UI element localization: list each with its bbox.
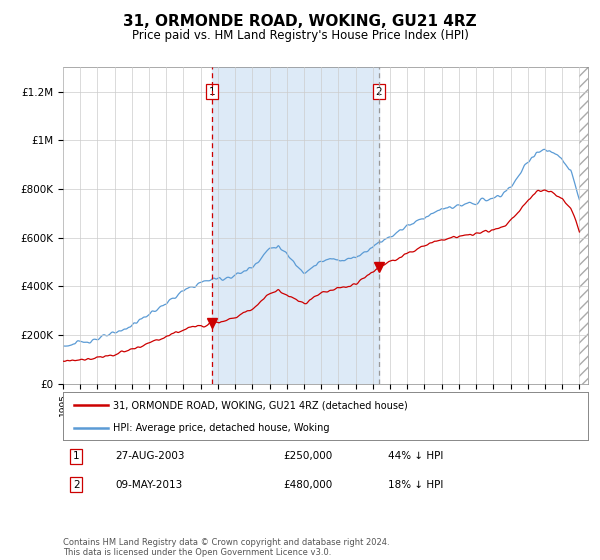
Text: 2: 2: [376, 87, 382, 96]
Text: 31, ORMONDE ROAD, WOKING, GU21 4RZ: 31, ORMONDE ROAD, WOKING, GU21 4RZ: [123, 14, 477, 29]
Text: 27-AUG-2003: 27-AUG-2003: [115, 451, 185, 461]
Text: 18% ↓ HPI: 18% ↓ HPI: [389, 479, 444, 489]
Text: 1: 1: [209, 87, 215, 96]
Text: 31, ORMONDE ROAD, WOKING, GU21 4RZ (detached house): 31, ORMONDE ROAD, WOKING, GU21 4RZ (deta…: [113, 400, 407, 410]
Text: 09-MAY-2013: 09-MAY-2013: [115, 479, 183, 489]
Text: HPI: Average price, detached house, Woking: HPI: Average price, detached house, Woki…: [113, 423, 329, 433]
Text: 1: 1: [73, 451, 79, 461]
Text: 44% ↓ HPI: 44% ↓ HPI: [389, 451, 444, 461]
Text: Price paid vs. HM Land Registry's House Price Index (HPI): Price paid vs. HM Land Registry's House …: [131, 29, 469, 42]
Bar: [580, 67, 588, 384]
Bar: [212, 67, 379, 384]
Text: £480,000: £480,000: [284, 479, 333, 489]
Text: Contains HM Land Registry data © Crown copyright and database right 2024.
This d: Contains HM Land Registry data © Crown c…: [63, 538, 389, 557]
Text: £250,000: £250,000: [284, 451, 333, 461]
Bar: [580, 67, 588, 384]
Text: 2: 2: [73, 479, 79, 489]
